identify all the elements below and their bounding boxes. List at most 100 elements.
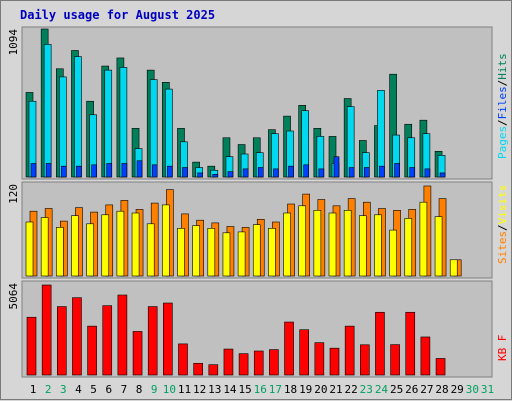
pages-bar [439, 172, 446, 178]
pages-bar [76, 165, 82, 178]
legend-sites: Sites [496, 231, 509, 264]
sites-bar [101, 214, 110, 277]
sites-bar [25, 221, 34, 277]
kbytes-bar [344, 325, 355, 376]
day-label: 25 [390, 383, 403, 396]
kbytes-bar [238, 353, 249, 376]
day-label: 17 [269, 383, 282, 396]
kbytes-bar [375, 311, 385, 376]
sites-bar [268, 228, 276, 277]
day-label: 3 [60, 383, 67, 396]
sites-bar [434, 216, 443, 277]
kbytes-bar [117, 294, 128, 376]
sites-bar [162, 204, 170, 277]
day-label: 11 [178, 383, 191, 396]
kbytes-bar [390, 344, 400, 376]
kbytes-bar [163, 302, 173, 376]
sites-bar [374, 214, 382, 277]
files-bar [58, 76, 67, 178]
pages-bar [318, 168, 325, 178]
kbytes-bar [208, 364, 219, 376]
day-label: 6 [105, 383, 112, 396]
day-label: 10 [163, 383, 176, 396]
day-label: 23 [360, 383, 373, 396]
pages-bar [288, 165, 294, 178]
day-label: 21 [329, 383, 342, 396]
kbytes-bar [87, 325, 97, 376]
kbytes-bar [359, 344, 370, 376]
day-label: 2 [45, 383, 52, 396]
day-label: 19 [299, 383, 312, 396]
sites-bar [192, 225, 200, 277]
legend-separator: / [496, 80, 509, 87]
day-label: 1 [30, 383, 37, 396]
legend-kb: KB [496, 347, 509, 361]
kbytes-bar [178, 343, 188, 376]
kbytes-bar [147, 306, 158, 376]
sites-bar [71, 215, 79, 277]
sites-bar [358, 215, 367, 277]
pages-bar [197, 172, 203, 178]
day-label: 18 [284, 383, 297, 396]
sites-bar [207, 228, 216, 277]
kbytes-bar [72, 297, 82, 376]
kbytes-bar [299, 329, 310, 376]
day-label: 31 [481, 383, 494, 396]
pages-bar [60, 165, 67, 178]
pages-bar [45, 163, 52, 178]
pages-bar [257, 167, 264, 178]
kbytes-bar [193, 362, 203, 376]
pages-bar [303, 164, 310, 178]
day-label: 16 [254, 383, 267, 396]
day-label: 5 [90, 383, 97, 396]
pages-bar [227, 171, 234, 178]
pages-bar [348, 167, 355, 178]
day-label: 30 [466, 383, 479, 396]
pages-bar [167, 165, 173, 178]
sites-bar [116, 210, 125, 277]
pages-bar [212, 173, 219, 178]
kbytes-bar [405, 311, 416, 376]
sites-bar [222, 232, 231, 277]
day-label: 8 [136, 383, 143, 396]
pages-bar [30, 163, 37, 178]
sites-bar [177, 228, 185, 277]
day-label: 4 [75, 383, 82, 396]
sites-bar [298, 205, 307, 277]
day-label: 14 [223, 383, 237, 396]
sites-bar [131, 212, 140, 277]
sites-bar [40, 217, 49, 277]
kbytes-bar [56, 306, 67, 376]
kbytes-bar [329, 347, 340, 376]
sites-bar [404, 218, 413, 277]
files-bar [377, 90, 385, 178]
pages-bar [242, 168, 249, 178]
pages-bar [182, 167, 188, 178]
legend-visits: Visits [496, 185, 509, 225]
kbytes-bar [132, 331, 143, 376]
kbytes-bar [435, 358, 446, 376]
legend-f: F [496, 335, 509, 342]
pages-bar [379, 165, 385, 178]
day-label: 20 [314, 383, 327, 396]
files-bar [149, 79, 158, 178]
pages-bar [121, 163, 128, 178]
legend-files: Files [496, 86, 509, 119]
kbytes-bar [314, 342, 325, 376]
day-label: 22 [345, 383, 358, 396]
files-bar [119, 67, 128, 178]
kbytes-bar [223, 348, 234, 376]
sites-bar [419, 201, 428, 277]
sites-bar [283, 212, 291, 277]
sites-bar [55, 227, 64, 277]
day-label: 7 [121, 383, 128, 396]
kbytes-bar [102, 305, 113, 376]
pages-bar [409, 167, 416, 178]
day-label: 29 [451, 383, 464, 396]
chart-title: Daily usage for August 2025 [20, 8, 215, 22]
sites-bar [146, 223, 155, 277]
day-label: 27 [420, 383, 433, 396]
files-bar [104, 69, 113, 178]
day-label: 12 [193, 383, 206, 396]
